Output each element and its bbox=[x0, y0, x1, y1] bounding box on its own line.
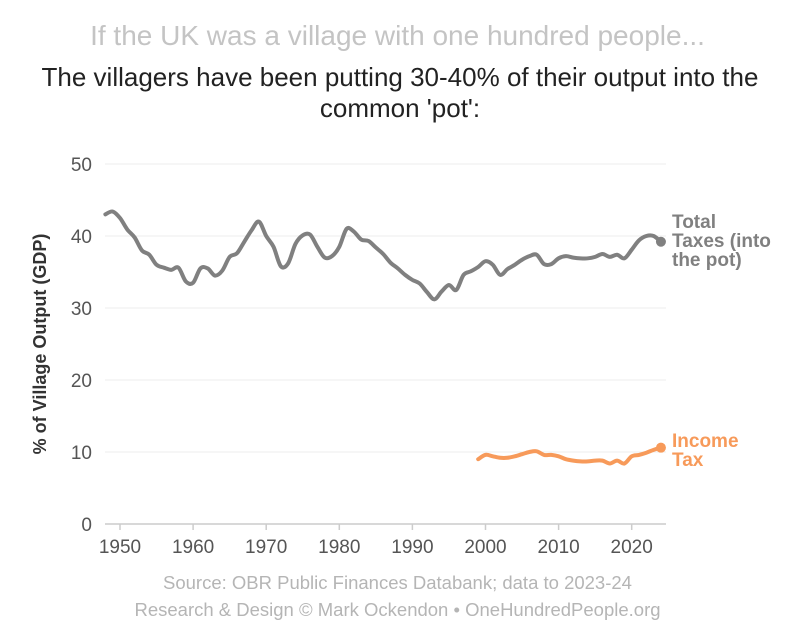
source-note: Source: OBR Public Finances Databank; da… bbox=[163, 572, 632, 593]
y-tick-label: 10 bbox=[71, 443, 92, 464]
x-tick-label: 1980 bbox=[318, 537, 360, 558]
series-label: Tax bbox=[672, 450, 704, 471]
credit-note: Research & Design © Mark Ockendon • OneH… bbox=[134, 599, 661, 620]
series-label: Total bbox=[672, 212, 716, 233]
y-tick-label: 0 bbox=[81, 515, 92, 536]
series-end-point bbox=[655, 236, 666, 247]
series-lines bbox=[103, 209, 666, 466]
y-tick-label: 30 bbox=[71, 299, 92, 320]
y-tick-label: 50 bbox=[71, 155, 92, 176]
x-tick-label: 2010 bbox=[537, 537, 579, 558]
y-tick-label: 20 bbox=[71, 371, 92, 392]
series-line-1 bbox=[476, 445, 663, 466]
x-tick-label: 1960 bbox=[172, 537, 214, 558]
series-label: the pot) bbox=[672, 250, 742, 271]
series-line-0 bbox=[103, 209, 663, 302]
y-tick-label: 40 bbox=[71, 227, 92, 248]
x-tick-label: 1950 bbox=[99, 537, 141, 558]
x-tick-label: 1970 bbox=[245, 537, 287, 558]
series-end-point bbox=[655, 442, 666, 453]
y-axis-label: % of Village Output (GDP) bbox=[30, 234, 50, 455]
chart-title: The villagers have been putting 30-40% o… bbox=[41, 62, 759, 123]
series-label: Income bbox=[672, 431, 739, 452]
series-label: Taxes (into bbox=[672, 231, 771, 252]
y-tick-labels: 0 10 20 30 40 50 bbox=[71, 155, 92, 536]
x-tick-label: 2020 bbox=[611, 537, 653, 558]
chart-kicker: If the UK was a village with one hundred… bbox=[90, 20, 705, 51]
x-tick-labels: 1950 1960 1970 1980 1990 2000 2010 2020 bbox=[99, 537, 653, 558]
x-tick-label: 2000 bbox=[464, 537, 506, 558]
x-tick-label: 1990 bbox=[391, 537, 433, 558]
gridlines bbox=[105, 163, 666, 530]
